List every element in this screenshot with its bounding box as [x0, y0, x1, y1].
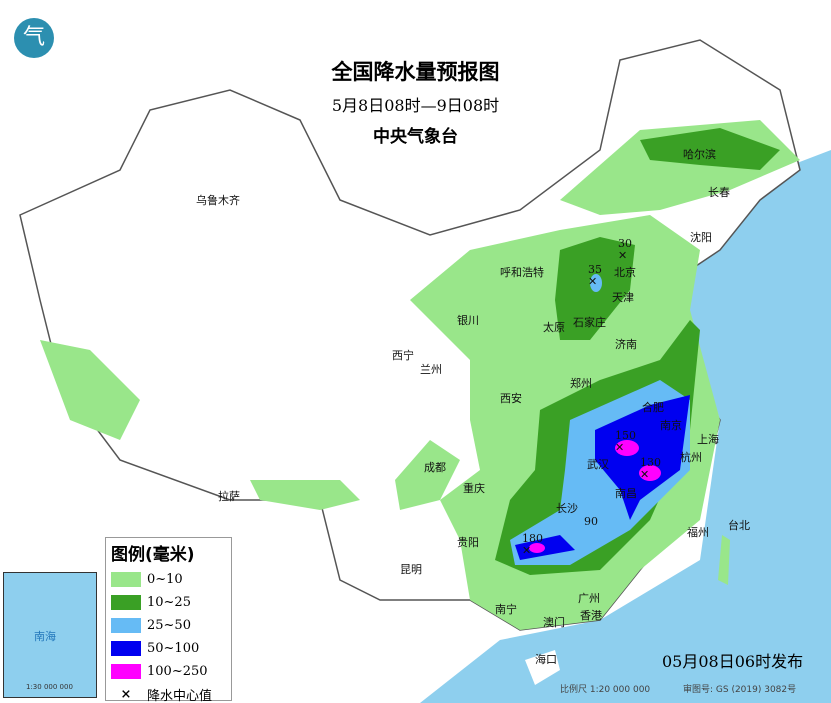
city-label: 武汉 — [587, 458, 609, 471]
city-label: 北京 — [614, 266, 636, 279]
city-label: 昆明 — [400, 563, 422, 576]
inset-scale: 1:30 000 000 — [26, 683, 73, 691]
city-label: 石家庄 — [573, 316, 606, 329]
rain-center-value: 30 ✕ — [618, 237, 632, 262]
legend: 图例(毫米) 0~10 10~25 25~50 50~100 100~250 ×… — [105, 537, 232, 703]
city-label: 乌鲁木齐 — [196, 194, 240, 207]
rain-center-value: 90 — [584, 515, 598, 528]
legend-item: 10~25 — [111, 591, 231, 614]
city-label: 郑州 — [570, 377, 592, 390]
city-label: 银川 — [457, 314, 479, 327]
city-label: 哈尔滨 — [683, 148, 716, 161]
city-label: 西宁 — [392, 349, 414, 362]
rain-0-10-w — [40, 340, 140, 440]
city-label: 广州 — [578, 592, 600, 605]
city-label: 拉萨 — [218, 490, 240, 503]
city-label: 贵阳 — [457, 536, 479, 549]
city-label: 台北 — [728, 519, 750, 532]
city-label: 澳门 — [543, 616, 565, 629]
city-label: 上海 — [697, 433, 719, 446]
city-label: 长沙 — [556, 502, 578, 515]
issuer: 中央气象台 — [373, 127, 458, 147]
legend-item: 0~10 — [111, 568, 231, 591]
forecast-period: 5月8日08时—9日08时 — [331, 96, 500, 115]
rain-0-10-sc — [395, 440, 460, 510]
logo: 气 — [14, 18, 54, 58]
city-label: 西安 — [500, 392, 522, 405]
rain-0-10-sw — [250, 480, 360, 510]
rain-50-100 — [595, 395, 690, 520]
city-label: 海口 — [535, 653, 557, 666]
city-label: 合肥 — [642, 401, 664, 414]
legend-item: 100~250 — [111, 660, 231, 683]
legend-item: × 降水中心值 — [120, 687, 213, 703]
rain-center-value: 180 ✕ — [522, 532, 543, 557]
city-label: 成都 — [424, 461, 446, 474]
legend-title: 图例(毫米) — [111, 545, 195, 565]
city-label: 南宁 — [495, 603, 517, 616]
city-label: 天津 — [612, 291, 634, 304]
legend-item: 50~100 — [111, 637, 231, 660]
city-label: 重庆 — [463, 482, 485, 495]
rain-center-value: 35 ✕ — [588, 263, 602, 288]
map-title: 全国降水量预报图 — [331, 60, 500, 84]
city-label: 太原 — [543, 321, 565, 334]
city-label: 济南 — [615, 338, 637, 351]
city-label: 香港 — [580, 609, 602, 622]
city-label: 杭州 — [680, 451, 702, 464]
issue-time: 05月08日06时发布 — [662, 652, 804, 671]
city-label: 福州 — [687, 526, 709, 539]
legend-item: 25~50 — [111, 614, 231, 637]
city-label: 长春 — [708, 186, 730, 199]
rain-center-value: 150 ✕ — [615, 429, 636, 454]
city-label: 兰州 — [420, 363, 442, 376]
inset-label: 南海 — [34, 630, 56, 643]
city-label: 沈阳 — [690, 231, 712, 244]
rain-50-100-sw — [515, 535, 575, 560]
rain-100-250-b — [639, 465, 661, 481]
city-label: 南京 — [660, 419, 682, 432]
rain-center-value: 130 ✕ — [640, 456, 661, 481]
city-label: 南昌 — [615, 487, 637, 500]
rain-100-250-a — [615, 440, 639, 456]
review-number: 审图号: GS (2019) 3082号 — [683, 685, 797, 695]
south-china-sea-inset: 南海 1:30 000 000 — [3, 572, 97, 698]
city-label: 呼和浩特 — [500, 266, 544, 279]
map-scale: 比例尺 1:20 000 000 — [560, 685, 651, 695]
rain-100-250-c — [529, 543, 545, 553]
rain-10-25-ne — [640, 128, 780, 170]
rain-25-50-n — [590, 274, 602, 292]
hainan — [525, 650, 560, 685]
taiwan — [718, 535, 730, 585]
